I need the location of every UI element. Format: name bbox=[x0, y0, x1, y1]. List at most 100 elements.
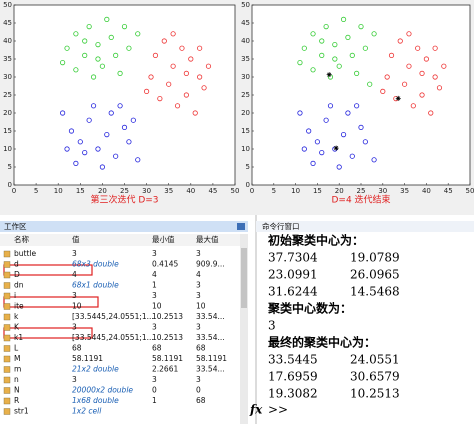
prompt[interactable]: >> bbox=[268, 403, 288, 417]
data-point bbox=[157, 96, 163, 102]
variable-name: dn bbox=[14, 281, 24, 290]
variable-cell: 10 bbox=[72, 302, 82, 311]
variable-cell: [33.5445,24.0551;1... bbox=[72, 333, 154, 342]
variable-icon bbox=[3, 282, 11, 289]
data-point bbox=[121, 23, 128, 30]
output-number: 30.6579 bbox=[350, 370, 400, 384]
variable-cell: [33.5445,24.0551;1... bbox=[72, 312, 154, 321]
data-point bbox=[371, 157, 377, 163]
variable-cell: 2.2661 bbox=[152, 365, 178, 374]
variable-icon bbox=[3, 334, 11, 342]
data-point bbox=[432, 45, 438, 51]
x-tick-label: 25 bbox=[120, 187, 129, 195]
x-tick-label: 5 bbox=[272, 187, 276, 195]
data-point bbox=[73, 160, 79, 166]
variable-icon bbox=[3, 271, 11, 279]
data-point bbox=[345, 34, 351, 41]
variable-icon bbox=[3, 303, 11, 310]
y-tick-label: 20 bbox=[241, 109, 250, 117]
x-tick-label: 35 bbox=[400, 187, 409, 195]
data-point bbox=[432, 74, 438, 80]
data-point bbox=[310, 160, 316, 166]
data-point bbox=[68, 128, 75, 134]
variable-cell: 3 bbox=[196, 281, 201, 290]
data-point bbox=[117, 103, 123, 109]
data-point bbox=[306, 128, 312, 134]
data-point bbox=[401, 81, 408, 87]
data-point bbox=[319, 38, 325, 44]
output-number: 14.5468 bbox=[350, 285, 400, 299]
data-point bbox=[148, 74, 154, 80]
x-tick-label: 15 bbox=[313, 187, 322, 195]
data-point bbox=[371, 31, 377, 37]
data-point bbox=[170, 31, 176, 37]
data-point bbox=[362, 139, 368, 145]
workspace-header bbox=[0, 221, 248, 232]
output-number: 24.0551 bbox=[350, 353, 400, 367]
data-point bbox=[384, 74, 390, 80]
y-tick-label: 35 bbox=[241, 55, 250, 63]
variable-name: buttle bbox=[14, 249, 36, 258]
variable-name: N bbox=[14, 386, 20, 395]
scrollbar-thumb[interactable] bbox=[241, 248, 247, 308]
y-tick-label: 30 bbox=[3, 73, 12, 81]
variable-cell: 3 bbox=[152, 323, 157, 332]
cluster-center bbox=[326, 72, 332, 78]
y-tick-label: 25 bbox=[241, 91, 250, 99]
scrollbar[interactable] bbox=[240, 234, 248, 424]
data-point bbox=[301, 146, 307, 152]
data-point bbox=[183, 70, 189, 77]
x-tick-label: 20 bbox=[335, 187, 344, 195]
data-point bbox=[99, 164, 106, 170]
data-point bbox=[95, 41, 101, 48]
data-point bbox=[436, 85, 443, 91]
data-point bbox=[192, 110, 198, 116]
variable-cell: 3 bbox=[196, 291, 201, 300]
data-point bbox=[135, 31, 141, 37]
variable-icon bbox=[3, 397, 11, 405]
y-tick-label: 20 bbox=[3, 109, 12, 117]
output-number: 19.3082 bbox=[268, 387, 318, 401]
data-point bbox=[73, 67, 79, 73]
variable-cell: 3 bbox=[152, 249, 157, 258]
variable-name: str1 bbox=[14, 407, 29, 416]
data-point bbox=[358, 23, 364, 30]
variable-cell: 20000x2 double bbox=[72, 386, 133, 395]
output-number: 19.0789 bbox=[350, 251, 400, 265]
output-number: 33.5445 bbox=[268, 353, 318, 367]
data-point bbox=[423, 56, 429, 62]
data-point bbox=[130, 117, 136, 123]
variable-cell: 68 bbox=[196, 396, 206, 405]
y-tick-label: 10 bbox=[241, 145, 250, 153]
data-point bbox=[319, 52, 325, 59]
output-number: 26.0965 bbox=[350, 268, 400, 282]
fx-icon[interactable]: fx bbox=[249, 403, 263, 417]
variable-cell: 1 bbox=[152, 281, 157, 290]
data-point bbox=[144, 88, 150, 95]
data-point bbox=[323, 117, 329, 123]
data-point bbox=[82, 150, 88, 156]
data-point bbox=[174, 103, 181, 109]
variable-icon bbox=[3, 355, 11, 363]
data-point bbox=[166, 81, 172, 87]
data-point bbox=[95, 56, 101, 62]
variable-icon bbox=[3, 366, 11, 373]
panel-button[interactable] bbox=[237, 223, 245, 230]
output-number: 37.7304 bbox=[268, 251, 318, 265]
variable-cell: 10.2513 bbox=[152, 312, 183, 321]
y-tick-label: 40 bbox=[3, 37, 12, 45]
data-point bbox=[349, 52, 355, 59]
variable-cell: 68x1 double bbox=[72, 281, 119, 290]
output-number: 3 bbox=[268, 319, 276, 333]
variable-name: K bbox=[14, 323, 20, 332]
data-point bbox=[108, 110, 114, 116]
variable-cell: 21x2 double bbox=[72, 365, 119, 374]
variable-cell: 10 bbox=[152, 302, 162, 311]
x-tick-label: 30 bbox=[378, 187, 387, 195]
column-title: 值 bbox=[72, 234, 80, 244]
data-point bbox=[388, 52, 395, 59]
data-point bbox=[336, 63, 342, 69]
y-tick-label: 50 bbox=[3, 1, 12, 9]
column-header bbox=[0, 234, 240, 246]
data-point bbox=[340, 132, 347, 138]
